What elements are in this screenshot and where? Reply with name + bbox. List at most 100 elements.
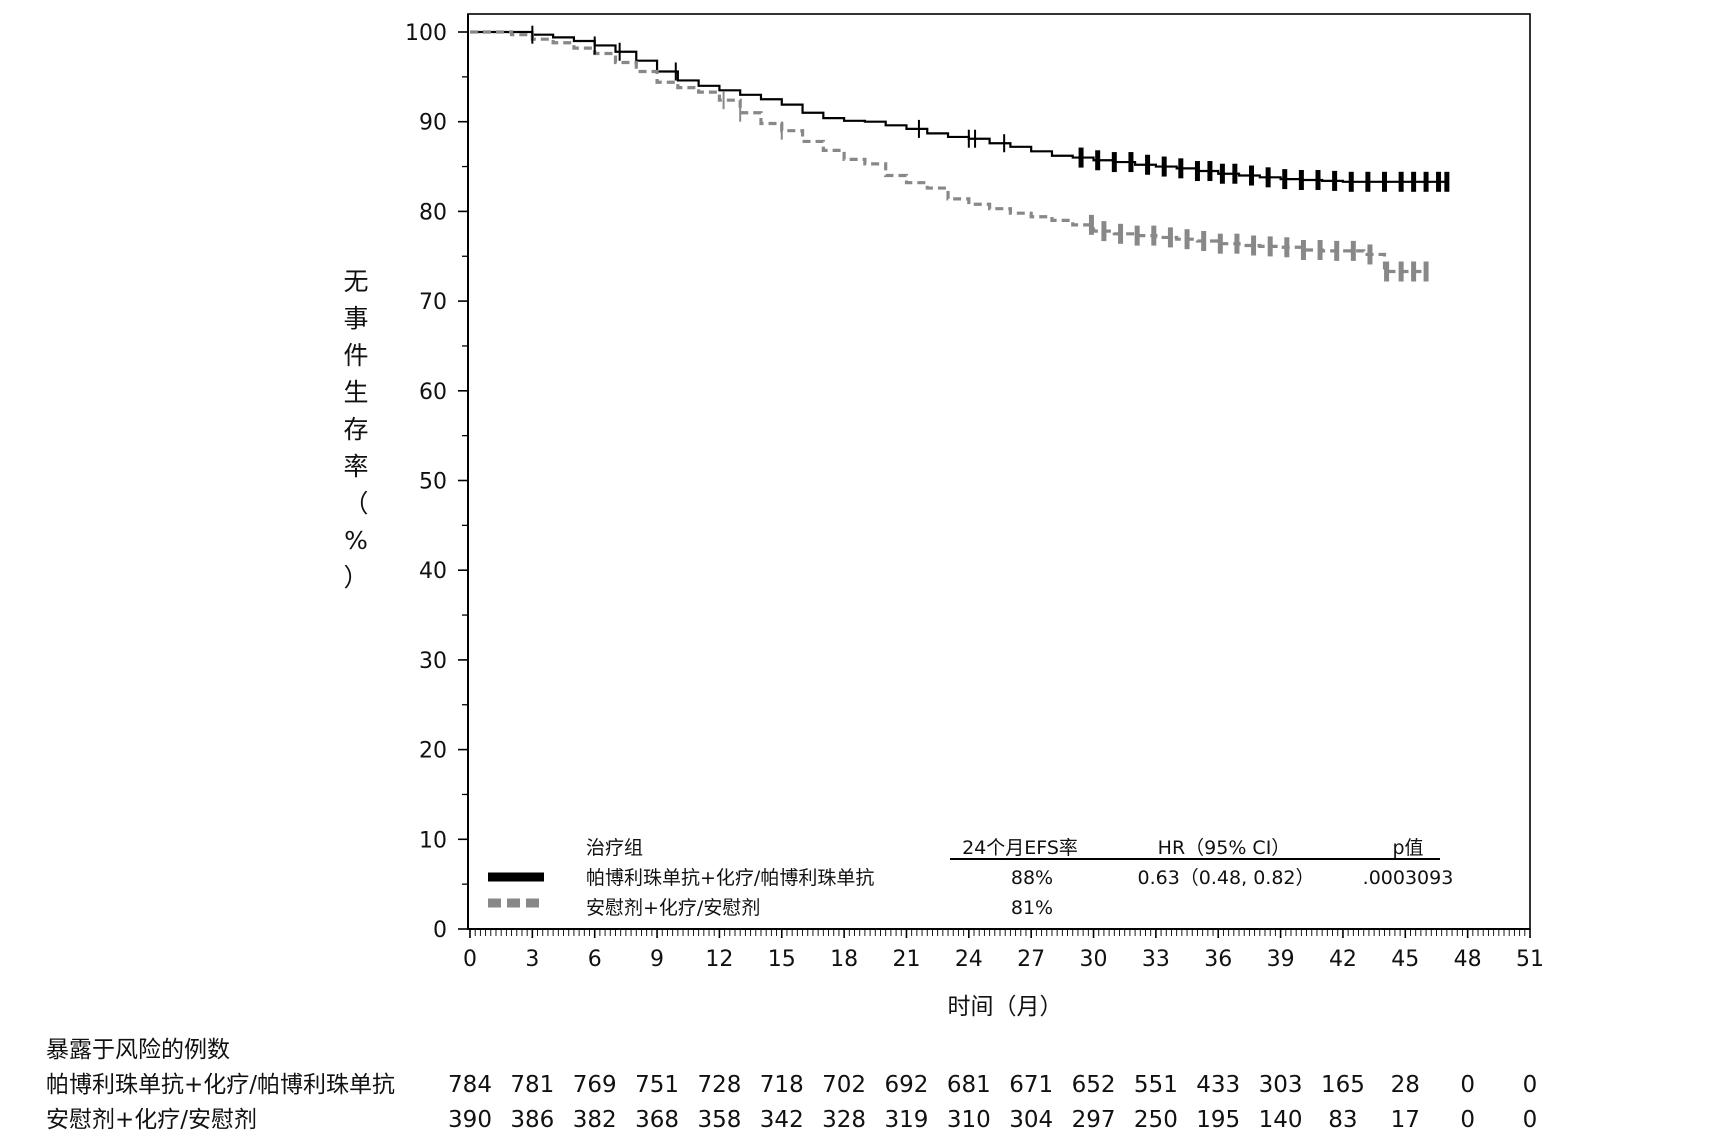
survival-curves [470,30,1447,274]
legend-header-p: p值 [1392,837,1423,859]
risk-value-pembro: 28 [1391,1072,1420,1098]
curve-placebo [470,30,1427,274]
x-tick-label: 6 [588,947,602,972]
legend: 治疗组 24个月EFS率 HR（95% CI） p值 帕博利珠单抗+化疗/帕博利… [488,837,1453,919]
x-tick-label: 51 [1516,947,1544,972]
y-axis-label-char: 生 [343,378,368,407]
x-tick-label: 21 [892,947,920,972]
x-tick-label: 45 [1391,947,1419,972]
y-axis-label-char: ） [343,563,368,592]
y-axis-label-char: 事 [343,304,368,333]
x-axis-ticks: 0 3 6 9 12 15 18 21 24 27 30 33 36 39 42 45 48 51 [463,947,1544,972]
y-axis-label-char: 率 [343,452,368,481]
y-tick-label: 60 [419,380,447,405]
x-tick-label: 48 [1454,947,1482,972]
risk-value-placebo: 140 [1259,1107,1303,1133]
risk-value-pembro: 0 [1460,1072,1475,1098]
y-tick-label: 40 [419,559,447,584]
risk-value-pembro: 671 [1009,1072,1053,1098]
y-tick-label: 20 [419,739,447,764]
risk-value-placebo: 319 [885,1107,929,1133]
x-tick-label: 15 [768,947,796,972]
risk-value-placebo: 390 [448,1107,492,1133]
risk-value-pembro: 652 [1072,1072,1116,1098]
y-axis-label-char: （ [343,489,368,518]
plot-frame [467,13,1531,930]
y-tick-label: 10 [419,828,447,853]
risk-value-pembro: 781 [510,1072,554,1098]
y-axis-label-char: 件 [343,341,368,370]
x-tick-label: 24 [955,947,983,972]
legend-label-pembro: 帕博利珠单抗+化疗/帕博利珠单抗 [586,867,874,889]
x-tick-label: 33 [1142,947,1170,972]
legend-header-hr: HR（95% CI） [1158,837,1291,859]
censor-marks [531,25,1450,282]
y-tick-label: 0 [433,918,447,943]
x-tick-label: 42 [1329,947,1357,972]
y-tick-label: 50 [419,470,447,495]
risk-value-placebo: 386 [510,1107,554,1133]
risk-value-pembro: 718 [760,1072,804,1098]
risk-value-placebo: 0 [1523,1107,1538,1133]
risk-value-placebo: 328 [822,1107,866,1133]
risk-value-placebo: 195 [1196,1107,1240,1133]
risk-row-label-pembro: 帕博利珠单抗+化疗/帕博利珠单抗 [46,1072,395,1098]
risk-value-pembro: 551 [1134,1072,1178,1098]
risk-value-pembro: 728 [697,1072,741,1098]
risk-value-placebo: 368 [635,1107,679,1133]
legend-efs-placebo: 81% [1011,897,1053,919]
y-axis-ticks: 0 10 20 30 40 50 60 70 80 90 100 [405,21,468,943]
x-tick-label: 36 [1204,947,1232,972]
risk-value-pembro: 0 [1523,1072,1538,1098]
risk-value-placebo: 83 [1328,1107,1357,1133]
y-tick-label: 30 [419,649,447,674]
y-tick-label: 90 [419,111,447,136]
risk-table: 暴露于风险的例数 帕博利珠单抗+化疗/帕博利珠单抗 安慰剂+化疗/安慰剂 784… [46,1037,1537,1133]
risk-value-pembro: 692 [885,1072,929,1098]
risk-table-title: 暴露于风险的例数 [46,1037,230,1063]
x-tick-label: 12 [705,947,733,972]
risk-row-label-placebo: 安慰剂+化疗/安慰剂 [46,1107,257,1133]
risk-value-placebo: 250 [1134,1107,1178,1133]
risk-value-pembro: 165 [1321,1072,1365,1098]
risk-value-placebo: 358 [697,1107,741,1133]
risk-value-pembro: 784 [448,1072,492,1098]
x-tick-label: 3 [525,947,539,972]
legend-label-placebo: 安慰剂+化疗/安慰剂 [586,897,760,919]
risk-value-placebo: 382 [573,1107,617,1133]
legend-header-efs: 24个月EFS率 [962,837,1078,859]
risk-value-pembro: 751 [635,1072,679,1098]
risk-value-placebo: 310 [947,1107,991,1133]
risk-value-placebo: 0 [1460,1107,1475,1133]
x-axis-label: 时间（月） [948,994,1063,1020]
risk-value-placebo: 304 [1009,1107,1053,1133]
x-minor-ticks [469,929,1531,938]
risk-value-placebo: 17 [1391,1107,1420,1133]
risk-value-pembro: 303 [1259,1072,1303,1098]
risk-value-pembro: 702 [822,1072,866,1098]
x-tick-label: 30 [1080,947,1108,972]
risk-value-pembro: 433 [1196,1072,1240,1098]
risk-table-values: 784 781 769 751 728 718 702 692 681 671 652 551 433 3… [448,1072,1537,1133]
risk-value-placebo: 342 [760,1107,804,1133]
y-tick-label: 80 [419,200,447,225]
x-tick-label: 18 [830,947,858,972]
y-axis-label: 无事件生存率 （% ） [343,267,368,592]
risk-value-pembro: 769 [573,1072,617,1098]
legend-header-group: 治疗组 [586,837,643,859]
risk-value-pembro: 681 [947,1072,991,1098]
x-tick-label: 9 [650,947,664,972]
curve-pembro [470,30,1447,183]
risk-value-placebo: 297 [1072,1107,1116,1133]
y-axis-label-char: 无 [343,267,368,296]
legend-efs-pembro: 88% [1011,867,1053,889]
y-tick-label: 100 [405,21,447,46]
legend-p-pembro: .0003093 [1363,867,1454,889]
x-tick-label: 27 [1017,947,1045,972]
y-axis-label-char: 存 [343,415,368,444]
legend-hr-pembro: 0.63（0.48, 0.82） [1138,867,1315,889]
y-tick-label: 70 [419,290,447,315]
x-tick-label: 39 [1267,947,1295,972]
x-tick-label: 0 [463,947,477,972]
